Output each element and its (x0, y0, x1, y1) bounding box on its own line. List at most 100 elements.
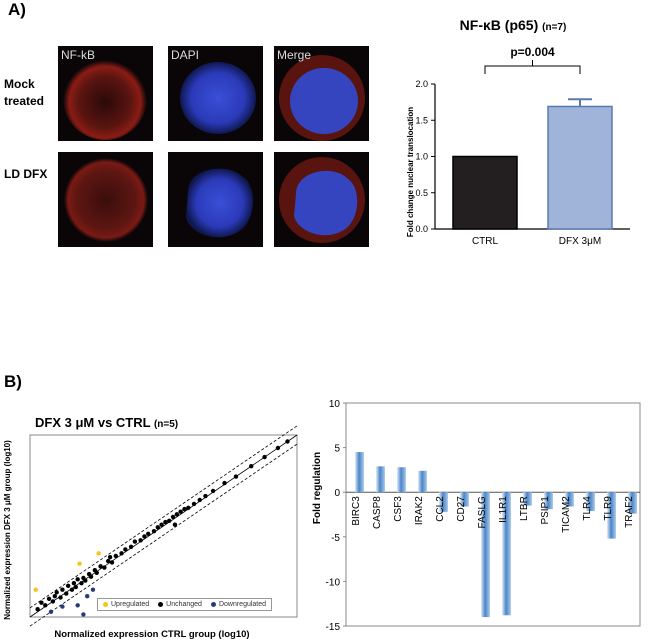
point-unchanged (50, 599, 56, 604)
scatter-title: DFX 3 μM vs CTRL (n=5) (35, 415, 178, 430)
p-value-label: p=0.004 (510, 45, 555, 59)
point-unchanged (210, 488, 216, 494)
gene-label: CD27 (456, 496, 467, 522)
merge-ld-dfx-cell (279, 157, 365, 243)
nfkb-mock-image: NF-kB (58, 46, 153, 141)
point-unchanged (43, 603, 48, 608)
point-upregulated (96, 551, 101, 556)
panel-b-label: B) (4, 372, 22, 391)
merge-mock-cell (279, 55, 365, 141)
point-downregulated (85, 594, 90, 599)
point-unchanged (132, 539, 138, 544)
point-unchanged (275, 445, 281, 451)
dapi-mock-nucleus (180, 62, 256, 134)
point-upregulated (33, 587, 38, 592)
point-unchanged (178, 509, 183, 514)
point-unchanged (170, 514, 176, 520)
gene-label: TICAM2 (561, 496, 572, 533)
dapi-mock-image: DAPI (168, 46, 263, 141)
significance-bracket (484, 65, 581, 74)
point-upregulated (77, 561, 82, 566)
bar-tlr4 (586, 492, 595, 511)
point-downregulated (90, 587, 96, 592)
point-unchanged (163, 519, 168, 525)
threshold-line (29, 443, 298, 627)
bar-il1r1 (502, 492, 511, 616)
point-unchanged (58, 595, 63, 600)
bar-ccl2 (439, 492, 448, 512)
bar-casp8 (376, 466, 385, 493)
point-unchanged (155, 525, 160, 530)
y-axis-label: Fold change nuclear translocation (406, 107, 415, 237)
point-downregulated (60, 604, 65, 609)
gene-label: TRAF2 (624, 496, 635, 528)
y-tick-label: 0.0 (415, 224, 428, 234)
x-tick-label: CTRL (472, 236, 499, 247)
legend-upregulated: Upregulated (103, 601, 149, 608)
point-unchanged (123, 547, 128, 552)
fold-regulation-chart: Fold regulation 10 5 0 -5 -10 -15 BIRC3 CASP8 C… (312, 399, 641, 633)
gene-label: PSIP1 (540, 496, 551, 525)
gene-label: BIRC3 (351, 496, 362, 526)
point-unchanged (64, 591, 69, 596)
dapi-ld-dfx-image (168, 152, 263, 247)
point-unchanged (113, 553, 119, 559)
point-unchanged (88, 574, 94, 579)
point-unchanged (83, 578, 88, 583)
y-tick-label: 1.5 (415, 115, 428, 125)
point-downregulated (81, 612, 86, 617)
fold-y-tick-label: -10 (326, 577, 341, 588)
scatter-y-label: Normalized expression DFX 3 μM group (lo… (3, 440, 12, 620)
point-unchanged (71, 581, 77, 586)
point-unchanged (65, 583, 71, 588)
point-unchanged (138, 538, 143, 543)
point-unchanged (222, 480, 227, 486)
nfkb-mock-cell (63, 56, 147, 140)
gene-label: TLR9 (603, 496, 614, 521)
point-unchanged (94, 570, 99, 575)
legend-downregulated: Downregulated (210, 601, 266, 608)
row-label-mock: Mock treated (4, 77, 45, 108)
gene-label: IL1R1 (498, 496, 509, 523)
point-unchanged (69, 587, 75, 592)
point-unchanged (54, 590, 59, 595)
point-downregulated (75, 603, 80, 608)
x-tick-label: DFX 3μM (559, 236, 601, 247)
point-unchanged (39, 600, 44, 605)
point-unchanged (159, 522, 164, 527)
row-label-ld-dfx: LD DFX (4, 167, 48, 181)
panel-a-label: A) (8, 0, 26, 19)
point-unchanged (151, 529, 157, 534)
col-label-dapi: DAPI (171, 48, 200, 62)
col-label-merge: Merge (277, 48, 312, 62)
point-unchanged (197, 497, 202, 503)
legend-dot-yellow (103, 602, 108, 607)
point-unchanged (102, 565, 107, 570)
fold-y-label: Fold regulation (312, 452, 323, 524)
point-unchanged (174, 512, 180, 517)
point-unchanged (182, 506, 187, 512)
fold-y-tick-label: 5 (334, 444, 340, 455)
bar-dfx-3-m (547, 105, 613, 230)
fold-y-tick-label: -15 (326, 622, 341, 633)
y-tick-label: 0.5 (415, 188, 428, 198)
scatter-frame (29, 434, 298, 618)
threshold-line (29, 425, 298, 609)
merge-mock-image: Merge (274, 46, 369, 141)
point-unchanged (172, 522, 178, 527)
point-unchanged (128, 544, 134, 549)
legend-dot-navy (210, 602, 216, 607)
bar-csf3 (397, 467, 406, 493)
fold-y-tick-label: -5 (331, 533, 340, 544)
point-unchanged (73, 584, 78, 590)
point-downregulated (48, 609, 54, 614)
point-unchanged (249, 464, 254, 469)
gene-label: FASLG (477, 496, 488, 528)
col-label-nfkb: NF-kB (61, 48, 95, 62)
point-unchanged (46, 596, 52, 601)
bar-traf2 (628, 492, 637, 514)
fold-frame (345, 402, 641, 627)
point-unchanged (107, 555, 113, 560)
point-unchanged (146, 531, 151, 536)
bar-ctrl (452, 155, 518, 230)
